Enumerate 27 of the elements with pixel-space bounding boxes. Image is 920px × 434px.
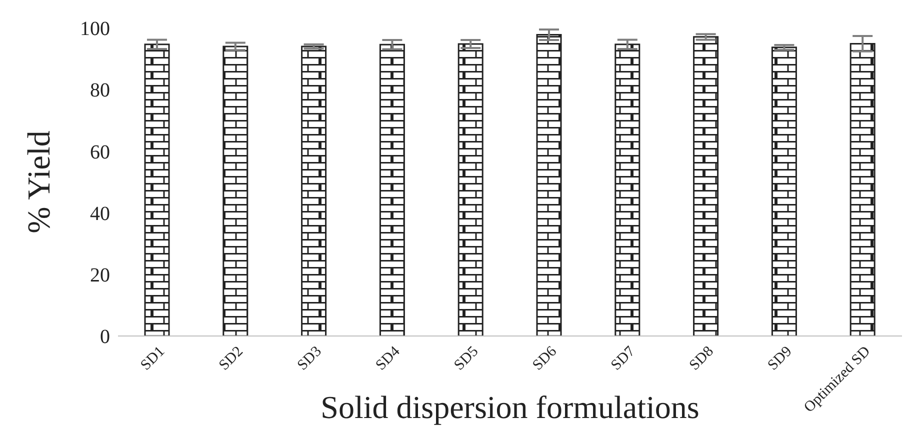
x-tick-label: SD1 xyxy=(138,344,168,374)
x-tick-label: SD5 xyxy=(451,344,482,374)
y-tick-label: 60 xyxy=(90,141,110,164)
bar xyxy=(301,46,327,336)
bar xyxy=(458,43,484,336)
bar xyxy=(379,44,405,336)
bar xyxy=(771,46,797,336)
x-tick-label: SD3 xyxy=(294,344,325,374)
x-tick-label: SD6 xyxy=(530,343,560,374)
y-tick-label: 100 xyxy=(80,18,110,40)
y-tick-label: 0 xyxy=(100,326,110,348)
bar xyxy=(693,36,719,336)
bar xyxy=(614,44,640,336)
bar xyxy=(536,34,562,336)
y-tick-label: 40 xyxy=(90,202,110,225)
x-tick-label: SD8 xyxy=(686,344,717,374)
x-axis-title: Solid dispersion formulations xyxy=(320,389,700,425)
x-tick-label: SD9 xyxy=(765,344,796,374)
bar xyxy=(850,42,876,336)
bar xyxy=(144,44,170,336)
y-tick-label: 20 xyxy=(90,264,110,286)
y-axis-title: % Yield xyxy=(20,130,56,234)
bar xyxy=(222,46,248,336)
x-tick-label: SD2 xyxy=(216,344,246,374)
x-tick-label: SD4 xyxy=(373,343,404,374)
y-tick-label: 80 xyxy=(90,80,110,102)
x-tick-label: SD7 xyxy=(608,343,639,374)
